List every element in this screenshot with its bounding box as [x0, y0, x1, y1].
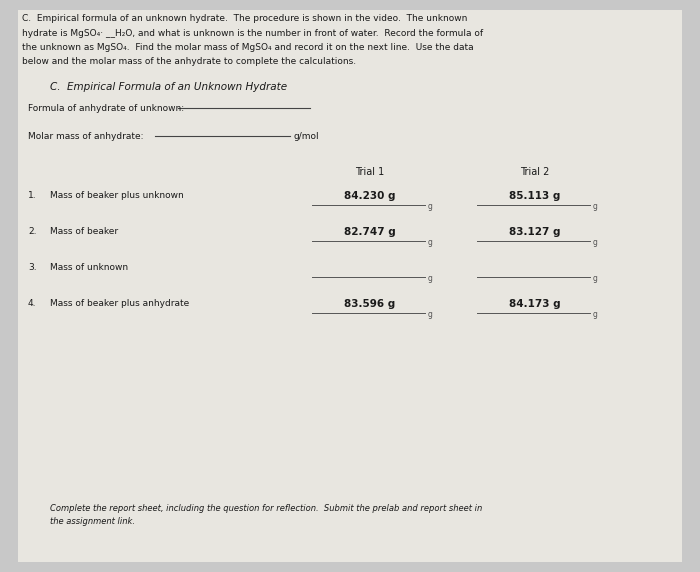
Text: Mass of unknown: Mass of unknown — [50, 263, 128, 272]
Text: C.  Empirical formula of an unknown hydrate.  The procedure is shown in the vide: C. Empirical formula of an unknown hydra… — [22, 14, 468, 23]
Text: 83.127 g: 83.127 g — [510, 227, 561, 237]
Text: Trial 2: Trial 2 — [520, 167, 550, 177]
Text: the assignment link.: the assignment link. — [50, 517, 135, 526]
Text: 84.173 g: 84.173 g — [509, 299, 561, 309]
Text: g: g — [428, 202, 433, 211]
Text: 3.: 3. — [28, 263, 36, 272]
Text: 2.: 2. — [28, 227, 36, 236]
Text: 82.747 g: 82.747 g — [344, 227, 396, 237]
Text: Mass of beaker: Mass of beaker — [50, 227, 118, 236]
Text: Trial 1: Trial 1 — [356, 167, 384, 177]
Text: Molar mass of anhydrate:: Molar mass of anhydrate: — [28, 132, 144, 141]
Text: Mass of beaker plus anhydrate: Mass of beaker plus anhydrate — [50, 299, 189, 308]
Text: hydrate is MgSO₄· __H₂O, and what is unknown is the number in front of water.  R: hydrate is MgSO₄· __H₂O, and what is unk… — [22, 29, 483, 38]
Text: 83.596 g: 83.596 g — [344, 299, 395, 309]
Text: g: g — [428, 274, 433, 283]
Text: g: g — [593, 274, 598, 283]
Text: Complete the report sheet, including the question for reflection.  Submit the pr: Complete the report sheet, including the… — [50, 504, 482, 513]
Text: g: g — [428, 238, 433, 247]
Text: 4.: 4. — [28, 299, 36, 308]
Text: below and the molar mass of the anhydrate to complete the calculations.: below and the molar mass of the anhydrat… — [22, 58, 356, 66]
Text: 84.230 g: 84.230 g — [344, 191, 395, 201]
Text: Formula of anhydrate of unknown:: Formula of anhydrate of unknown: — [28, 104, 187, 113]
Text: g: g — [593, 310, 598, 319]
FancyBboxPatch shape — [18, 10, 682, 562]
Text: g/mol: g/mol — [294, 132, 320, 141]
Text: g: g — [593, 202, 598, 211]
Text: 85.113 g: 85.113 g — [510, 191, 561, 201]
Text: g: g — [593, 238, 598, 247]
Text: Mass of beaker plus unknown: Mass of beaker plus unknown — [50, 191, 183, 200]
Text: C.  Empirical Formula of an Unknown Hydrate: C. Empirical Formula of an Unknown Hydra… — [50, 82, 287, 92]
Text: g: g — [428, 310, 433, 319]
Text: 1.: 1. — [28, 191, 36, 200]
Text: the unknown as MgSO₄.  Find the molar mass of MgSO₄ and record it on the next li: the unknown as MgSO₄. Find the molar mas… — [22, 43, 474, 52]
